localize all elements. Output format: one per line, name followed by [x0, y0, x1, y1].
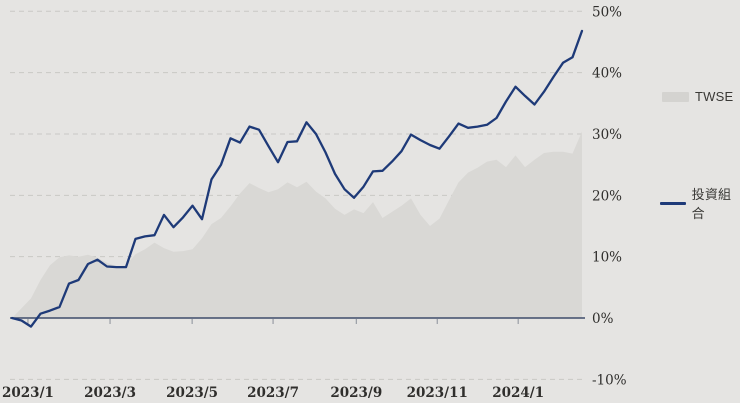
x-axis-label: 2023/9 — [330, 385, 382, 401]
twse-area-swatch-icon — [662, 91, 689, 102]
x-axis-label: 2023/5 — [166, 385, 218, 401]
legend-item-portfolio: 投資組合 — [660, 184, 740, 222]
portfolio-line-series — [10, 29, 584, 328]
x-axis-label: 2023/11 — [407, 385, 468, 401]
legend-portfolio-label: 投資組合 — [691, 187, 732, 221]
y-axis-label: 50% — [592, 4, 622, 20]
x-axis-label: 2023/1 — [2, 385, 54, 401]
x-axis-label: 2023/7 — [247, 385, 299, 401]
y-axis-label: 0% — [592, 311, 614, 327]
y-axis-label: 20% — [592, 188, 622, 204]
twse-area-series — [12, 131, 582, 318]
y-axis-label: 40% — [592, 66, 622, 82]
y-axis-label: 30% — [592, 127, 622, 143]
y-axis-label: -10% — [592, 372, 627, 388]
portfolio-line-swatch-icon — [660, 201, 686, 205]
y-axis-label: 10% — [592, 250, 622, 266]
legend-item-twse: TWSE — [662, 89, 733, 104]
legend-twse-label: TWSE — [695, 89, 734, 104]
x-axis-label: 2023/3 — [84, 385, 136, 401]
x-axis-label: 2024/1 — [492, 385, 544, 401]
